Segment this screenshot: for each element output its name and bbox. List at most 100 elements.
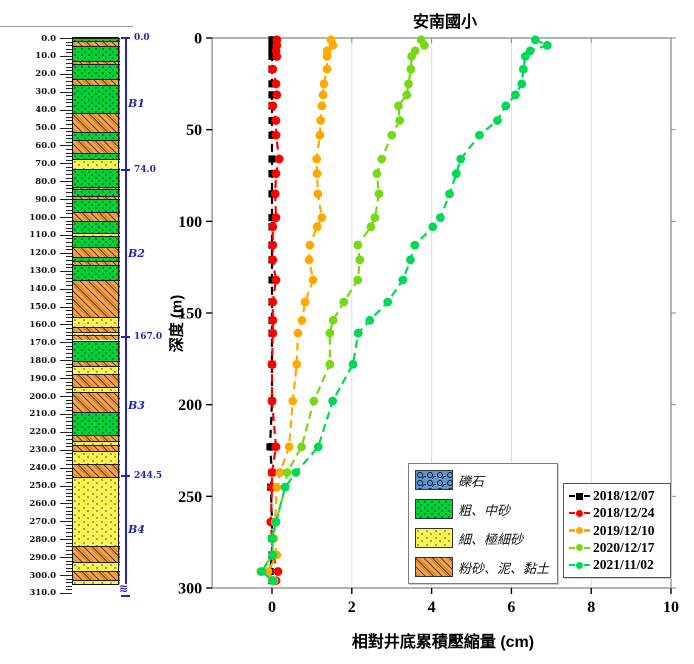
depth-ruler-tick bbox=[66, 589, 72, 591]
chart-title: 安南國小 bbox=[412, 14, 477, 31]
depth-ruler-tick bbox=[66, 102, 72, 104]
depth-ruler-tick bbox=[60, 521, 72, 523]
series-marker-2021/11/02 bbox=[520, 51, 530, 61]
depth-ruler-tick bbox=[60, 73, 72, 75]
lithology-layer-coarse_sand bbox=[73, 340, 120, 362]
series-marker-2019/12/10 bbox=[312, 222, 322, 232]
lithology-layer-fine_sand bbox=[73, 331, 120, 336]
depth-ruler-tick bbox=[66, 313, 72, 315]
series-marker-2020/12/17 bbox=[339, 297, 349, 307]
depth-ruler-label: 130.0 bbox=[29, 266, 56, 277]
series-marker-2020/12/17 bbox=[374, 189, 384, 199]
series-legend-label: 2018/12/07 bbox=[593, 488, 655, 503]
series-marker-2020/12/17 bbox=[366, 222, 376, 232]
lithology-layer-fine_sand bbox=[73, 366, 120, 374]
series-marker-2020/12/17 bbox=[377, 154, 387, 164]
series-legend-item: 2020/12/17 bbox=[569, 540, 665, 556]
series-marker-2021/11/02 bbox=[280, 482, 290, 492]
depth-ruler-tick bbox=[66, 464, 72, 466]
depth-ruler-label: 210.0 bbox=[29, 409, 56, 420]
depth-ruler-tick bbox=[66, 381, 72, 383]
series-marker-2020/12/17 bbox=[387, 130, 397, 140]
series-marker-2020/12/17 bbox=[404, 79, 413, 89]
depth-ruler-tick bbox=[66, 567, 72, 569]
series-marker-2021/11/02 bbox=[398, 275, 408, 285]
depth-ruler-tick bbox=[66, 209, 72, 211]
series-marker-2019/12/10 bbox=[322, 51, 332, 61]
column-axes-top-border bbox=[0, 26, 133, 27]
series-marker-2021/11/02 bbox=[445, 189, 454, 199]
lithology-layer-silt_mud_clay bbox=[73, 435, 120, 441]
depth-ruler-tick bbox=[66, 267, 72, 269]
series-marker-2021/11/02 bbox=[435, 213, 445, 223]
lithology-legend-item: 細、極細砂 bbox=[415, 528, 551, 548]
depth-ruler-label: 250.0 bbox=[29, 481, 56, 491]
series-marker-2020/12/17 bbox=[353, 275, 363, 285]
lithology-label: 粉砂、泥、黏土 bbox=[458, 561, 550, 577]
series-marker-2021/11/02 bbox=[510, 90, 520, 100]
series-marker-2021/11/02 bbox=[517, 79, 527, 89]
lithology-swatch-fine_sand bbox=[415, 528, 453, 548]
lithology-legend: 礫石 粗、中砂 細、極細砂 粉砂、泥、黏土 bbox=[408, 463, 558, 584]
depth-ruler-tick bbox=[66, 206, 72, 208]
depth-ruler-tick bbox=[66, 249, 72, 251]
depth-ruler-label: 270.0 bbox=[29, 516, 56, 527]
series-marker-2021/11/02 bbox=[257, 567, 267, 576]
lithology-layer-fine_sand bbox=[73, 387, 120, 393]
series-marker-icon bbox=[569, 509, 590, 517]
depth-ruler-tick bbox=[66, 177, 72, 179]
depth-ruler-tick bbox=[66, 113, 72, 115]
series-legend-label: 2019/12/10 bbox=[593, 522, 655, 538]
series-marker-2019/12/10 bbox=[313, 189, 323, 199]
depth-ruler-tick bbox=[66, 582, 72, 584]
depth-ruler-tick bbox=[66, 259, 72, 261]
depth-ruler-tick bbox=[60, 503, 72, 505]
series-marker-2021/11/02 bbox=[406, 255, 415, 265]
depth-ruler-tick bbox=[66, 471, 72, 473]
series-marker-2021/11/02 bbox=[353, 328, 363, 338]
series-marker-2019/12/10 bbox=[317, 213, 327, 223]
x-tick-label-4: 4 bbox=[428, 599, 436, 616]
depth-ruler-tick bbox=[66, 224, 72, 226]
depth-ruler-tick bbox=[66, 571, 72, 573]
lithology-layer-coarse_sand bbox=[73, 220, 120, 234]
line-break-icon: ≋ bbox=[119, 581, 129, 595]
depth-ruler-tick bbox=[60, 592, 72, 594]
series-marker-2021/11/02 bbox=[518, 64, 528, 74]
depth-ruler-tick bbox=[66, 123, 72, 125]
series-marker-2020/12/17 bbox=[353, 240, 363, 250]
lithology-layer-fine_sand bbox=[73, 477, 120, 547]
borehole-column: 0.0 10.0 20.0 30.0 40.0 50.0 60.0 70.0 80.0 90.0 1… bbox=[0, 0, 170, 664]
series-marker-2018/12/24 bbox=[271, 79, 281, 89]
depth-ruler-tick bbox=[60, 234, 72, 236]
x-tick-label-8: 8 bbox=[587, 599, 595, 616]
depth-ruler-tick bbox=[60, 324, 72, 326]
zone-boundary-depth-label: 244.5 bbox=[134, 470, 163, 481]
lithology-layer-silt_mud_clay bbox=[73, 79, 120, 86]
series-marker-2021/11/02 bbox=[271, 517, 281, 527]
lithology-layer-fine_sand bbox=[73, 233, 120, 236]
series-marker-2018/12/24 bbox=[271, 130, 281, 140]
series-marker-2021/11/02 bbox=[365, 315, 375, 325]
depth-ruler-label: 180.0 bbox=[29, 355, 56, 366]
depth-ruler-tick bbox=[66, 356, 72, 358]
lithology-legend-item: 粗、中砂 bbox=[415, 499, 551, 519]
depth-ruler-tick bbox=[66, 403, 72, 405]
depth-ruler-tick bbox=[66, 116, 72, 118]
series-marker-2021/11/02 bbox=[542, 40, 552, 50]
series-marker-icon bbox=[569, 561, 590, 569]
series-marker-2018/12/24 bbox=[268, 222, 278, 232]
lithology-swatch-coarse_sand bbox=[415, 499, 453, 519]
depth-ruler-tick bbox=[66, 331, 72, 333]
depth-ruler-tick bbox=[66, 66, 72, 68]
depth-ruler-tick bbox=[66, 421, 72, 423]
series-marker-2021/11/02 bbox=[267, 534, 277, 543]
series-marker-2019/12/10 bbox=[304, 255, 314, 265]
y-tick-label-200: 200 bbox=[178, 397, 202, 414]
depth-ruler-tick bbox=[60, 181, 72, 183]
depth-ruler-tick bbox=[66, 460, 72, 462]
series-marker-2020/12/17 bbox=[325, 328, 335, 338]
depth-ruler-tick bbox=[66, 292, 72, 294]
depth-ruler-tick bbox=[66, 152, 72, 154]
depth-ruler-tick bbox=[60, 557, 72, 559]
